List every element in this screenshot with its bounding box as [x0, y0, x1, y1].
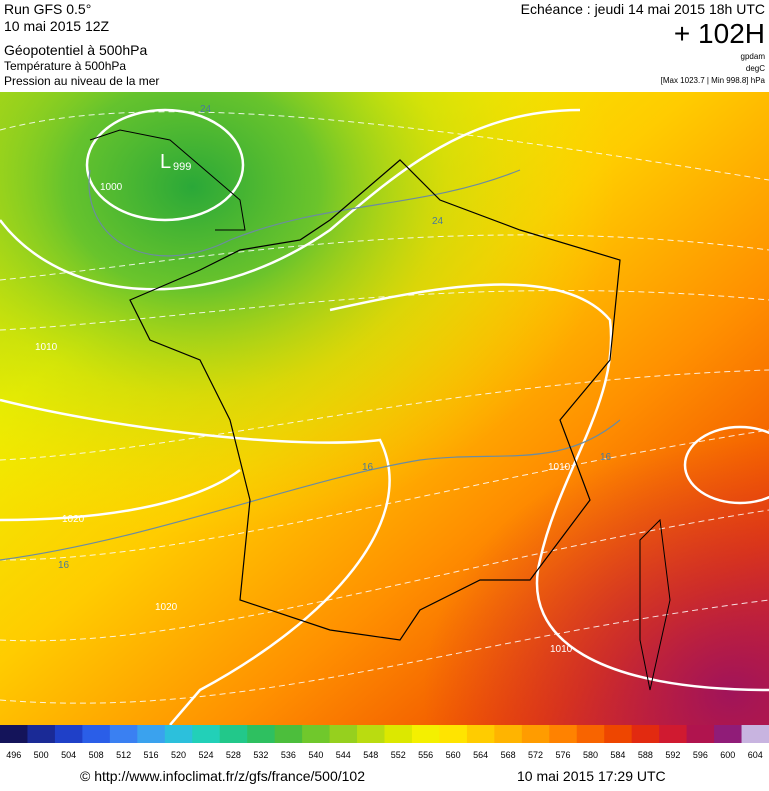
legend-label: 540	[308, 750, 323, 760]
legend-label: 508	[89, 750, 104, 760]
legend-label: 512	[116, 750, 131, 760]
legend-swatch	[631, 725, 660, 743]
legend-swatch	[741, 725, 769, 743]
legend-swatch	[439, 725, 468, 743]
legend-label: 576	[556, 750, 571, 760]
contour-label: L	[160, 151, 171, 173]
legend-label: 604	[748, 750, 763, 760]
legend-label: 580	[583, 750, 598, 760]
contour-label: 1020	[62, 514, 85, 525]
legend-label: 560	[446, 750, 461, 760]
model: Run GFS 0.5°	[4, 1, 91, 17]
legend-label: 500	[34, 750, 49, 760]
run: 10 mai 2015 12Z	[4, 18, 110, 34]
legend-swatch	[466, 725, 495, 743]
legend-swatch	[549, 725, 578, 743]
footer-time: 10 mai 2015 17:29 UTC	[517, 768, 666, 784]
legend-label: 496	[6, 750, 21, 760]
contour-label: 999	[173, 161, 191, 173]
legend-swatch	[494, 725, 523, 743]
legend-swatch	[164, 725, 193, 743]
legend-swatch	[247, 725, 276, 743]
contour-label: 16	[362, 462, 374, 473]
contour-label: 24	[200, 104, 212, 115]
contour-label: 1010	[548, 462, 571, 473]
legend-swatch	[109, 725, 138, 743]
title: Géopotentiel à 500hPa	[4, 42, 147, 58]
legend-label: 524	[198, 750, 213, 760]
legend-swatch	[576, 725, 605, 743]
legend-swatch	[137, 725, 166, 743]
contour-label: 1010	[35, 342, 58, 353]
legend-swatch	[274, 725, 303, 743]
contour-label: 24	[432, 216, 444, 227]
legend-label: 600	[720, 750, 735, 760]
legend-swatch	[686, 725, 715, 743]
legend-label: 520	[171, 750, 186, 760]
legend-label: 588	[638, 750, 653, 760]
unit: degC	[746, 64, 765, 73]
legend-label: 504	[61, 750, 76, 760]
legend-swatch	[54, 725, 83, 743]
legend-swatch	[604, 725, 633, 743]
legend-swatch	[27, 725, 56, 743]
legend-label: 564	[473, 750, 488, 760]
map	[0, 92, 769, 725]
legend-swatch	[0, 725, 28, 743]
legend-swatch	[714, 725, 743, 743]
legend-swatch	[219, 725, 248, 743]
contour-label: 1000	[100, 182, 123, 193]
lead-time: + 102H	[674, 18, 765, 49]
legend-swatch	[411, 725, 440, 743]
legend-swatch	[357, 725, 385, 743]
legend-label: 536	[281, 750, 296, 760]
subtitle: Température à 500hPa	[4, 59, 126, 73]
legend-label: 556	[418, 750, 433, 760]
echeance: Echéance : jeudi 14 mai 2015 18h UTC	[521, 1, 765, 17]
legend-swatch	[192, 725, 221, 743]
contour-label: 16	[600, 452, 612, 463]
legend-label: 548	[363, 750, 378, 760]
legend-label: 528	[226, 750, 241, 760]
legend-swatch	[329, 725, 358, 743]
legend-label: 596	[693, 750, 708, 760]
legend-label: 568	[501, 750, 516, 760]
contour-label: 1020	[155, 602, 178, 613]
legend-swatch	[384, 725, 413, 743]
subtitle: Pression au niveau de la mer	[4, 74, 159, 88]
contour-label: 1010	[550, 644, 573, 655]
unit: gpdam	[741, 52, 766, 61]
legend-swatch	[521, 725, 550, 743]
legend-swatch	[659, 725, 688, 743]
legend-label: 516	[144, 750, 159, 760]
legend-label: 532	[253, 750, 268, 760]
contour-label: 16	[58, 560, 70, 571]
legend: 496 500 504 508 512 516 520 524 528 532 536 540 544 5…	[0, 725, 769, 760]
legend-label: 552	[391, 750, 406, 760]
legend-swatch	[302, 725, 331, 743]
footer-url: © http://www.infoclimat.fr/z/gfs/france/…	[80, 768, 365, 784]
legend-label: 584	[610, 750, 625, 760]
legend-label: 572	[528, 750, 543, 760]
extremes: [Max 1023.7 | Min 998.8] hPa	[661, 76, 766, 85]
legend-label: 544	[336, 750, 351, 760]
legend-label: 592	[665, 750, 680, 760]
legend-swatch	[82, 725, 111, 743]
